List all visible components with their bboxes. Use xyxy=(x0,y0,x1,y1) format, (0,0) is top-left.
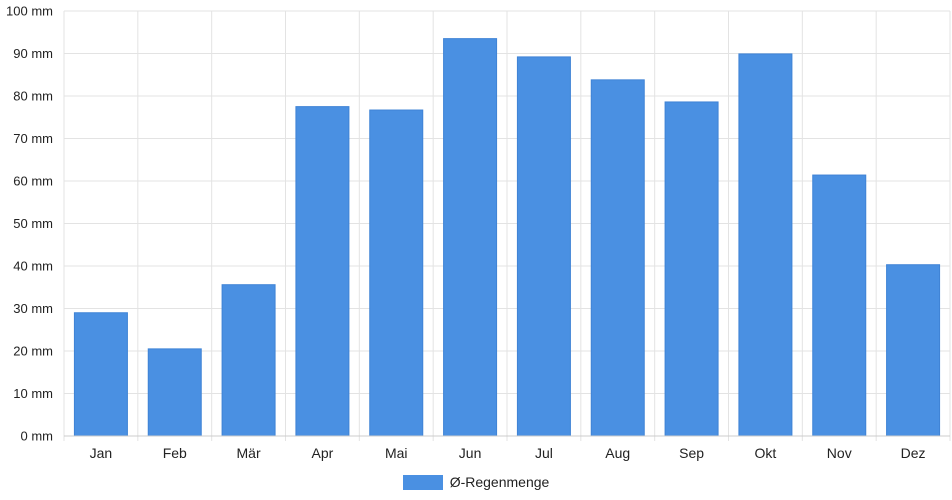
x-tick-label: Sep xyxy=(679,445,704,461)
bar xyxy=(221,284,276,437)
legend-label: Ø-Regenmenge xyxy=(449,474,550,490)
x-tick-label: Feb xyxy=(163,445,187,461)
x-tick-label: Jul xyxy=(535,445,553,461)
x-tick-label: Nov xyxy=(827,445,852,461)
bar xyxy=(443,38,498,437)
bar-chart: 0 mm 10 mm 20 mm 30 mm 40 mm 50 mm 60 mm 70 mm 8… xyxy=(6,4,951,461)
legend[interactable]: Ø-Regenmenge xyxy=(0,472,952,492)
bar xyxy=(73,312,128,437)
y-tick-label: 70 mm xyxy=(13,131,53,146)
bar xyxy=(369,109,424,437)
y-tick-label: 90 mm xyxy=(13,46,53,61)
y-tick-label: 30 mm xyxy=(13,301,53,316)
x-tick-label: Mai xyxy=(385,445,408,461)
x-tick-label: Mär xyxy=(237,445,261,461)
x-tick-label: Dez xyxy=(901,445,926,461)
y-tick-label: 10 mm xyxy=(13,386,53,401)
x-tick-label: Okt xyxy=(755,445,777,461)
y-tick-label: 20 mm xyxy=(13,344,53,359)
y-tick-label: 40 mm xyxy=(13,259,53,274)
bar xyxy=(590,79,645,437)
x-tick-label: Jan xyxy=(90,445,113,461)
bar xyxy=(295,106,350,437)
x-tick-label: Jun xyxy=(459,445,482,461)
x-tick-label: Aug xyxy=(605,445,630,461)
bar xyxy=(516,56,571,437)
bar xyxy=(886,264,941,437)
bar xyxy=(812,174,867,437)
bar xyxy=(738,53,793,437)
bar xyxy=(147,348,202,437)
bar xyxy=(664,101,719,437)
y-tick-label: 0 mm xyxy=(21,429,54,444)
legend-swatch xyxy=(402,474,443,490)
y-tick-label: 100 mm xyxy=(6,4,53,19)
y-tick-label: 50 mm xyxy=(13,216,53,231)
y-tick-label: 80 mm xyxy=(13,89,53,104)
y-tick-label: 60 mm xyxy=(13,174,53,189)
x-tick-label: Apr xyxy=(312,445,334,461)
